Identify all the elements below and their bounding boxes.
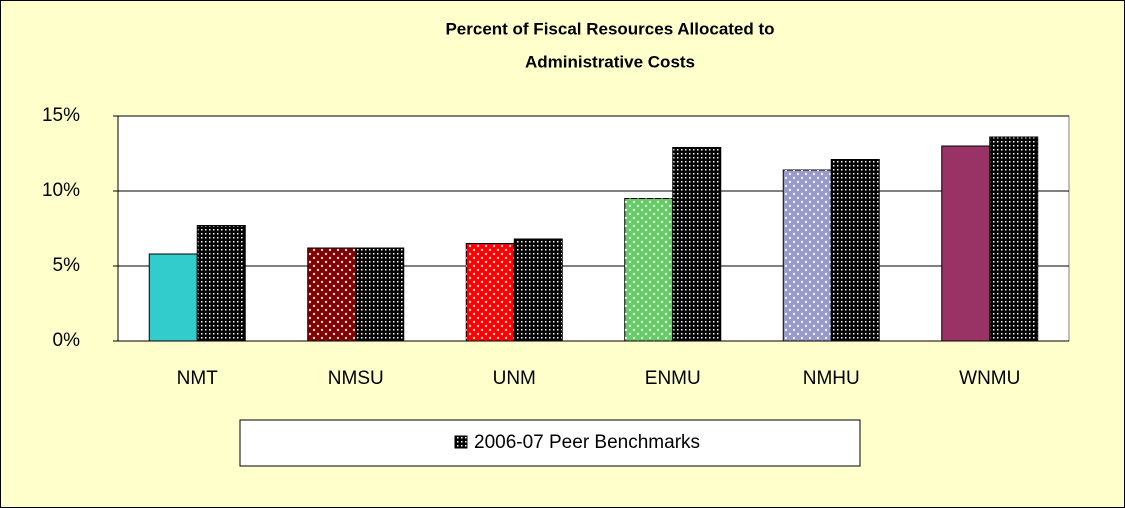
- plot-area: [117, 115, 1070, 342]
- legend-label: 2006-07 Peer Benchmarks: [474, 432, 700, 453]
- x-tick-label: WNMU: [959, 368, 1020, 389]
- bar: [465, 243, 515, 342]
- x-tick-label: UNM: [493, 368, 536, 389]
- x-tick-label: ENMU: [645, 368, 701, 389]
- bar: [355, 247, 405, 342]
- legend: [239, 419, 861, 467]
- bar: [941, 145, 991, 342]
- bar: [989, 136, 1039, 342]
- x-tick-label: NMT: [177, 368, 219, 389]
- x-tick-label: NMSU: [328, 368, 384, 389]
- y-tick-label: 15%: [42, 105, 80, 126]
- bar: [196, 225, 246, 342]
- y-tick-label: 10%: [42, 180, 80, 201]
- bar: [307, 247, 357, 342]
- bar: [513, 238, 563, 342]
- x-tick-label: NMHU: [803, 368, 860, 389]
- y-tick-label: 0%: [53, 330, 81, 351]
- bar: [624, 198, 674, 342]
- bar: [672, 147, 722, 342]
- chart-title: Percent of Fiscal Resources Allocated to: [445, 19, 774, 38]
- chart-title: Administrative Costs: [525, 52, 695, 71]
- y-tick-label: 5%: [53, 255, 81, 276]
- legend-swatch: [454, 435, 468, 449]
- bar: [830, 159, 880, 342]
- bar: [782, 169, 832, 342]
- bar: [148, 253, 198, 342]
